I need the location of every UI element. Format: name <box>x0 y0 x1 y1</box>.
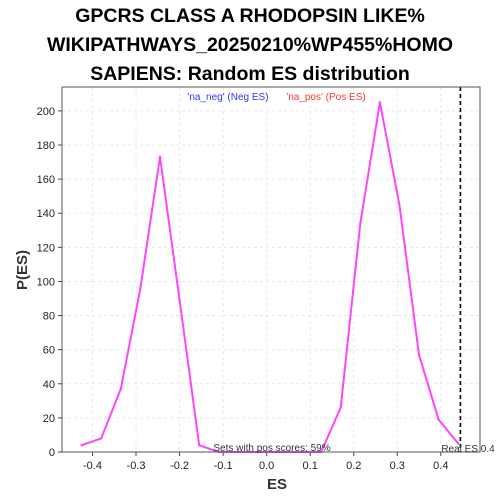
x-tick-label: 0.3 <box>390 460 405 472</box>
data-point <box>158 155 162 159</box>
pos-scores-annotation: Sets with pos scores: 59% <box>213 443 330 454</box>
data-point <box>198 444 201 447</box>
y-tick-label: 140 <box>37 208 55 220</box>
data-point <box>457 442 460 445</box>
plot-frame <box>61 86 481 453</box>
x-tick-label: 0.0 <box>259 460 274 472</box>
legend-item-pos: 'na_pos' (Pos ES) <box>286 92 365 103</box>
y-axis-ticks: 0 20 40 60 80 100 120 140 160 180 200 <box>37 106 62 459</box>
y-tick-label: 100 <box>37 276 55 288</box>
data-point <box>100 437 103 440</box>
y-axis-title: P(ES) <box>14 250 31 290</box>
x-tick-label: -0.1 <box>214 460 233 472</box>
x-tick-label: 0.4 <box>433 460 448 472</box>
data-point <box>339 406 342 409</box>
y-tick-label: 180 <box>37 140 55 152</box>
y-tick-label: 20 <box>43 413 55 425</box>
y-tick-label: 0 <box>49 447 55 459</box>
x-axis-title: ES <box>267 476 287 493</box>
data-point <box>119 387 123 391</box>
title-line-3: SAPIENS: Random ES distribution <box>90 63 410 85</box>
x-axis-ticks: -0.4 -0.3 -0.2 -0.1 0.0 0.1 0.2 0.3 0.4 <box>83 452 448 472</box>
data-point <box>437 418 440 421</box>
y-tick-label: 80 <box>43 311 55 323</box>
chart-title: GPCRS CLASS A RHODOPSIN LIKE% WIKIPATHWA… <box>0 2 500 89</box>
data-point <box>178 299 181 302</box>
x-tick-label: -0.2 <box>170 460 189 472</box>
y-tick-label: 200 <box>37 106 55 118</box>
title-line-1: GPCRS CLASS A RHODOPSIN LIKE% <box>75 5 425 27</box>
x-tick-label: 0.1 <box>303 460 318 472</box>
data-point <box>359 222 362 225</box>
plot-background <box>62 87 480 452</box>
real-es-label: Real ES 0.4 <box>441 444 495 455</box>
y-tick-label: 160 <box>37 174 55 186</box>
data-point <box>378 101 382 104</box>
y-tick-label: 60 <box>43 345 55 357</box>
legend-item-neg: 'na_neg' (Neg ES) <box>187 92 268 103</box>
title-line-2: WIKIPATHWAYS_20250210%WP455%HOMO <box>46 34 454 56</box>
y-tick-label: 120 <box>37 242 55 254</box>
x-tick-label: -0.4 <box>83 460 102 472</box>
data-point <box>80 444 83 447</box>
x-tick-label: -0.3 <box>127 460 146 472</box>
data-point <box>139 287 142 290</box>
x-tick-label: 0.2 <box>346 460 361 472</box>
data-point <box>398 203 401 206</box>
data-point <box>417 353 421 356</box>
y-tick-label: 40 <box>43 379 55 391</box>
